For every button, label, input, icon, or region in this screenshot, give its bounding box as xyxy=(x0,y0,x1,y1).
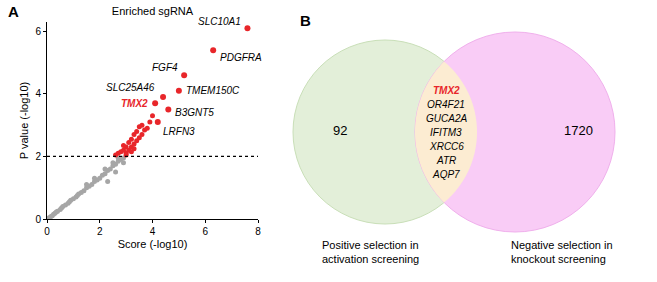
svg-text:Enriched sgRNA: Enriched sgRNA xyxy=(112,5,194,17)
svg-text:PDGFRA: PDGFRA xyxy=(220,52,262,63)
svg-text:4: 4 xyxy=(35,88,41,99)
svg-text:0: 0 xyxy=(44,226,50,237)
svg-text:6: 6 xyxy=(202,226,208,237)
svg-text:LRFN3: LRFN3 xyxy=(163,126,195,137)
svg-text:B3GNT5: B3GNT5 xyxy=(175,107,214,118)
svg-text:A: A xyxy=(8,3,19,20)
svg-text:B: B xyxy=(300,12,311,29)
svg-text:OR4F21: OR4F21 xyxy=(427,99,465,110)
svg-text:1720: 1720 xyxy=(564,123,593,138)
svg-text:92: 92 xyxy=(333,123,347,138)
svg-text:2: 2 xyxy=(97,226,103,237)
svg-text:ATR: ATR xyxy=(436,155,456,166)
svg-text:TMX2: TMX2 xyxy=(121,98,148,109)
svg-text:TMEM150C: TMEM150C xyxy=(186,85,240,96)
svg-text:4: 4 xyxy=(150,226,156,237)
svg-text:XRCC6: XRCC6 xyxy=(429,141,464,152)
svg-text:AQP7: AQP7 xyxy=(432,169,460,180)
svg-text:GUCA2A: GUCA2A xyxy=(426,113,467,124)
svg-text:8: 8 xyxy=(255,226,261,237)
svg-text:6: 6 xyxy=(35,26,41,37)
svg-text:SLC25A46: SLC25A46 xyxy=(106,82,155,93)
svg-text:0: 0 xyxy=(35,214,41,225)
svg-text:SLC10A1: SLC10A1 xyxy=(198,16,241,27)
svg-text:IFITM3: IFITM3 xyxy=(430,127,462,138)
svg-text:2: 2 xyxy=(35,151,41,162)
svg-text:TMX2: TMX2 xyxy=(433,85,460,96)
svg-text:FGF4: FGF4 xyxy=(152,62,178,73)
svg-text:P value (-log10): P value (-log10) xyxy=(18,82,30,159)
svg-text:Score (-log10): Score (-log10) xyxy=(118,238,188,250)
svg-text:Positive selection inactivatio: Positive selection inactivation screenin… xyxy=(322,239,419,265)
svg-text:Negative selection inknockout: Negative selection inknockout screening xyxy=(511,239,613,265)
